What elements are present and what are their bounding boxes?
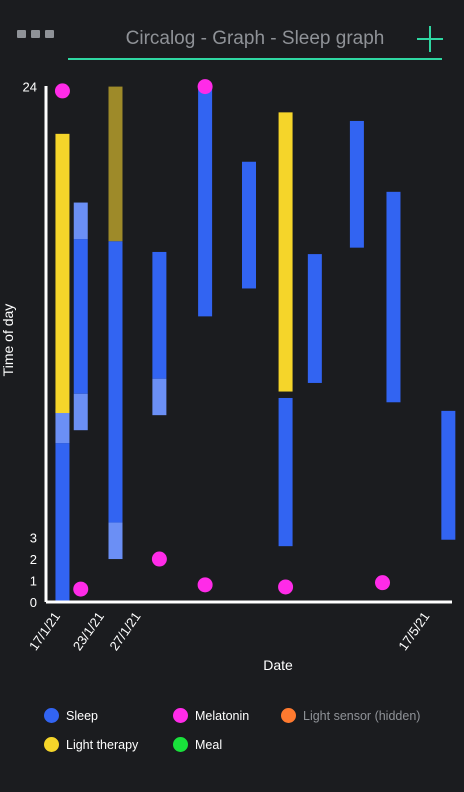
y-tick-label: 2: [30, 552, 37, 567]
y-tick-label: 0: [30, 595, 37, 610]
legend-item-sleep[interactable]: Sleep: [44, 708, 98, 723]
y-tick-label: 24: [23, 80, 37, 95]
sleep-bar: [152, 251, 167, 379]
sleep-bar: [55, 443, 70, 602]
sleep-bar: [349, 120, 364, 248]
legend-item-melatonin[interactable]: Melatonin: [173, 708, 249, 723]
melatonin-point: [151, 551, 167, 567]
sleep-bar: [278, 397, 293, 547]
x-axis-title: Date: [263, 657, 293, 673]
legend-label-meal: Meal: [195, 737, 223, 752]
light-therapy-bar: [108, 86, 123, 242]
legend-swatch-sleep: [44, 708, 59, 723]
melatonin-point: [73, 581, 89, 597]
legend: Sleep Melatonin Light sensor (hidden) Li…: [0, 700, 464, 770]
legend-label-light-therapy: Light therapy: [66, 737, 139, 752]
page-title: Circalog - Graph - Sleep graph: [125, 28, 385, 49]
menu-dot-icon: [31, 30, 40, 38]
sleep-bar: [73, 202, 88, 240]
legend-item-light-sensor[interactable]: Light sensor (hidden): [281, 708, 420, 723]
sleep-bar: [441, 410, 456, 540]
legend-swatch-meal: [173, 737, 188, 752]
melatonin-point: [197, 577, 213, 593]
x-tick-label: 23/1/21: [70, 609, 107, 653]
legend-item-meal[interactable]: Meal: [173, 737, 222, 752]
title-underline: [68, 58, 442, 60]
sleep-bar: [242, 161, 256, 289]
sleep-bar: [73, 239, 88, 394]
x-tick-label: 27/1/21: [106, 609, 143, 653]
melatonin-point: [54, 83, 70, 99]
sleep-bar: [73, 393, 88, 431]
x-tick-label: 17/5/21: [395, 609, 432, 653]
light-therapy-bar: [278, 112, 293, 392]
legend-label-melatonin: Melatonin: [195, 708, 250, 723]
sleep-bar: [152, 378, 167, 416]
sleep-bar: [198, 86, 213, 317]
menu-button[interactable]: [17, 30, 54, 38]
legend-label-light-sensor: Light sensor (hidden): [303, 708, 421, 723]
x-tick-label: 17/1/21: [26, 609, 63, 653]
y-axis-title: Time of day: [0, 304, 16, 377]
sleep-bar: [307, 254, 322, 383]
legend-label-sleep: Sleep: [66, 708, 98, 723]
legend-item-light-therapy[interactable]: Light therapy: [44, 737, 138, 752]
sleep-bar: [108, 522, 123, 560]
legend-swatch-light-sensor: [281, 708, 296, 723]
light-therapy-bar: [55, 133, 70, 414]
sleep-chart: 0 1 2 3 24 17/1/21 23/1/21 27/1/21 17/5/21 Date Ti…: [0, 79, 456, 673]
y-tick-label: 1: [30, 574, 37, 589]
menu-dot-icon: [45, 30, 54, 38]
add-button[interactable]: [416, 26, 444, 52]
melatonin-point: [375, 575, 391, 591]
melatonin-point: [278, 579, 294, 595]
sleep-bar: [55, 408, 70, 444]
menu-dot-icon: [17, 30, 26, 38]
sleep-bar: [386, 191, 401, 403]
legend-swatch-melatonin: [173, 708, 188, 723]
sleep-bar: [108, 241, 123, 523]
legend-swatch-light-therapy: [44, 737, 59, 752]
y-tick-label: 3: [30, 531, 37, 546]
melatonin-point: [197, 79, 213, 95]
